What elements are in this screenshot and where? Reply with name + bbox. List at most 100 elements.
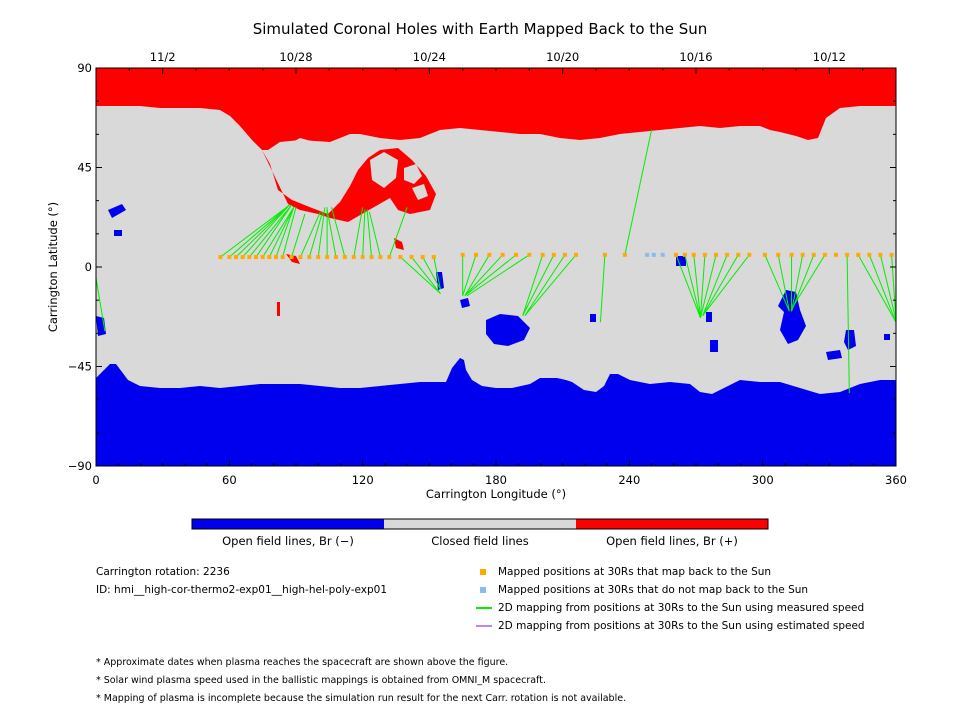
mapped-point (267, 255, 272, 260)
x-tick-label: 300 (752, 473, 774, 487)
x-tick-label: 0 (92, 473, 99, 487)
mapping-line (764, 254, 790, 312)
top-date-label: 10/28 (279, 50, 312, 64)
mapping-line (275, 207, 295, 258)
mapping-line (299, 211, 321, 258)
mapped-point (316, 255, 321, 260)
mapping-line (422, 256, 441, 290)
mapped-point (398, 255, 403, 260)
mapping-line (522, 254, 555, 316)
colorbar-label-open-positive: Open field lines, Br (+) (606, 534, 738, 548)
mapping-line (702, 254, 739, 316)
mapping-line (235, 204, 290, 258)
top-date-label: 10/12 (813, 50, 846, 64)
mapped-point-swatch (480, 569, 486, 575)
closed-island (476, 356, 534, 384)
mapping-line (366, 209, 373, 258)
colorbar (191, 518, 769, 530)
closed-island (340, 156, 356, 176)
mapped-point (254, 255, 258, 260)
mapping-line (362, 209, 366, 258)
mapped-point (725, 252, 730, 257)
mapping-line (675, 254, 701, 319)
negative-open-patch (114, 230, 122, 236)
y-tick-label: −45 (68, 360, 92, 374)
run-id-text: ID: hmi__high-cor-thermo2-exp01__high-he… (96, 584, 388, 596)
closed-island (370, 152, 398, 188)
mapped-point (822, 252, 827, 257)
mapped-point (474, 252, 478, 257)
positive-open-patch (277, 302, 280, 316)
mapping-line (433, 256, 441, 290)
mapped-point (540, 252, 545, 257)
measured-line-swatch (476, 607, 492, 609)
north-positive-open-region (96, 68, 896, 150)
mapping-line (791, 254, 804, 312)
top-date-label: 11/2 (150, 50, 176, 64)
unmapped-point-swatch (480, 587, 486, 593)
mapped-point (460, 252, 465, 257)
mapped-point (500, 252, 505, 257)
mapping-line (326, 209, 337, 258)
mapping-line (411, 256, 441, 294)
mapping-line (464, 254, 517, 297)
mapping-line (868, 254, 896, 323)
mapped-point (622, 252, 627, 257)
mapped-point (602, 252, 607, 257)
x-tick-label: 60 (222, 473, 237, 487)
negative-open-patch (844, 330, 856, 350)
y-tick-label: −90 (68, 459, 92, 473)
legend-label-estimated: 2D mapping from positions at 30Rs to the… (498, 620, 865, 632)
y-tick-label: 90 (77, 61, 92, 75)
x-tick-label: 360 (885, 473, 907, 487)
closed-island (544, 360, 580, 380)
closed-island (412, 184, 428, 200)
x-axis-label: Carrington Longitude (°) (426, 487, 566, 501)
mapping-line (684, 254, 701, 318)
carrington-rotation-text: Carrington rotation: 2236 (96, 566, 230, 578)
colorbar-open-positive (576, 519, 768, 529)
mapped-point (674, 252, 678, 257)
mapped-point (702, 252, 707, 257)
mapping-line (702, 254, 750, 316)
mapped-point (487, 252, 492, 257)
mapped-point (342, 255, 347, 260)
mapping-line (857, 254, 896, 323)
mapping-line (308, 211, 324, 258)
legend-label-mapped: Mapped positions at 30Rs that map back t… (498, 566, 772, 578)
mapping-line (268, 207, 295, 258)
mapped-point (289, 255, 294, 260)
negative-open-patch (486, 314, 530, 346)
mapped-point (747, 252, 752, 257)
mapped-point (762, 252, 767, 257)
mapped-point (247, 255, 252, 260)
mapping-line (522, 254, 544, 316)
unmapped-point (645, 252, 650, 257)
x-tick-label: 240 (618, 473, 640, 487)
closed-island (584, 364, 608, 376)
colorbar-closed (384, 519, 576, 529)
estimated-line-swatch (476, 625, 492, 627)
mapping-line (466, 254, 530, 297)
footnote: * Solar wind plasma speed used in the ba… (96, 675, 546, 686)
mapping-line (777, 254, 790, 312)
mapping-line (242, 204, 290, 258)
mapped-point (789, 252, 794, 257)
legend-label-unmapped: Mapped positions at 30Rs that do not map… (498, 584, 809, 596)
negative-open-patch (590, 314, 596, 322)
y-axis-label: Carrington Latitude (°) (46, 202, 60, 332)
mapping-line (96, 277, 106, 332)
negative-open-patch (706, 312, 712, 322)
unmapped-point (660, 252, 665, 257)
mapped-points-layer (218, 252, 894, 260)
mapped-point (334, 255, 338, 260)
mapped-point (360, 255, 365, 260)
mapped-point (856, 252, 861, 257)
mapping-line (702, 254, 728, 316)
mapped-point (562, 252, 567, 257)
mapped-point (260, 255, 265, 260)
mapped-point (834, 252, 838, 257)
mapped-point (227, 255, 232, 260)
mapping-line (220, 204, 290, 258)
